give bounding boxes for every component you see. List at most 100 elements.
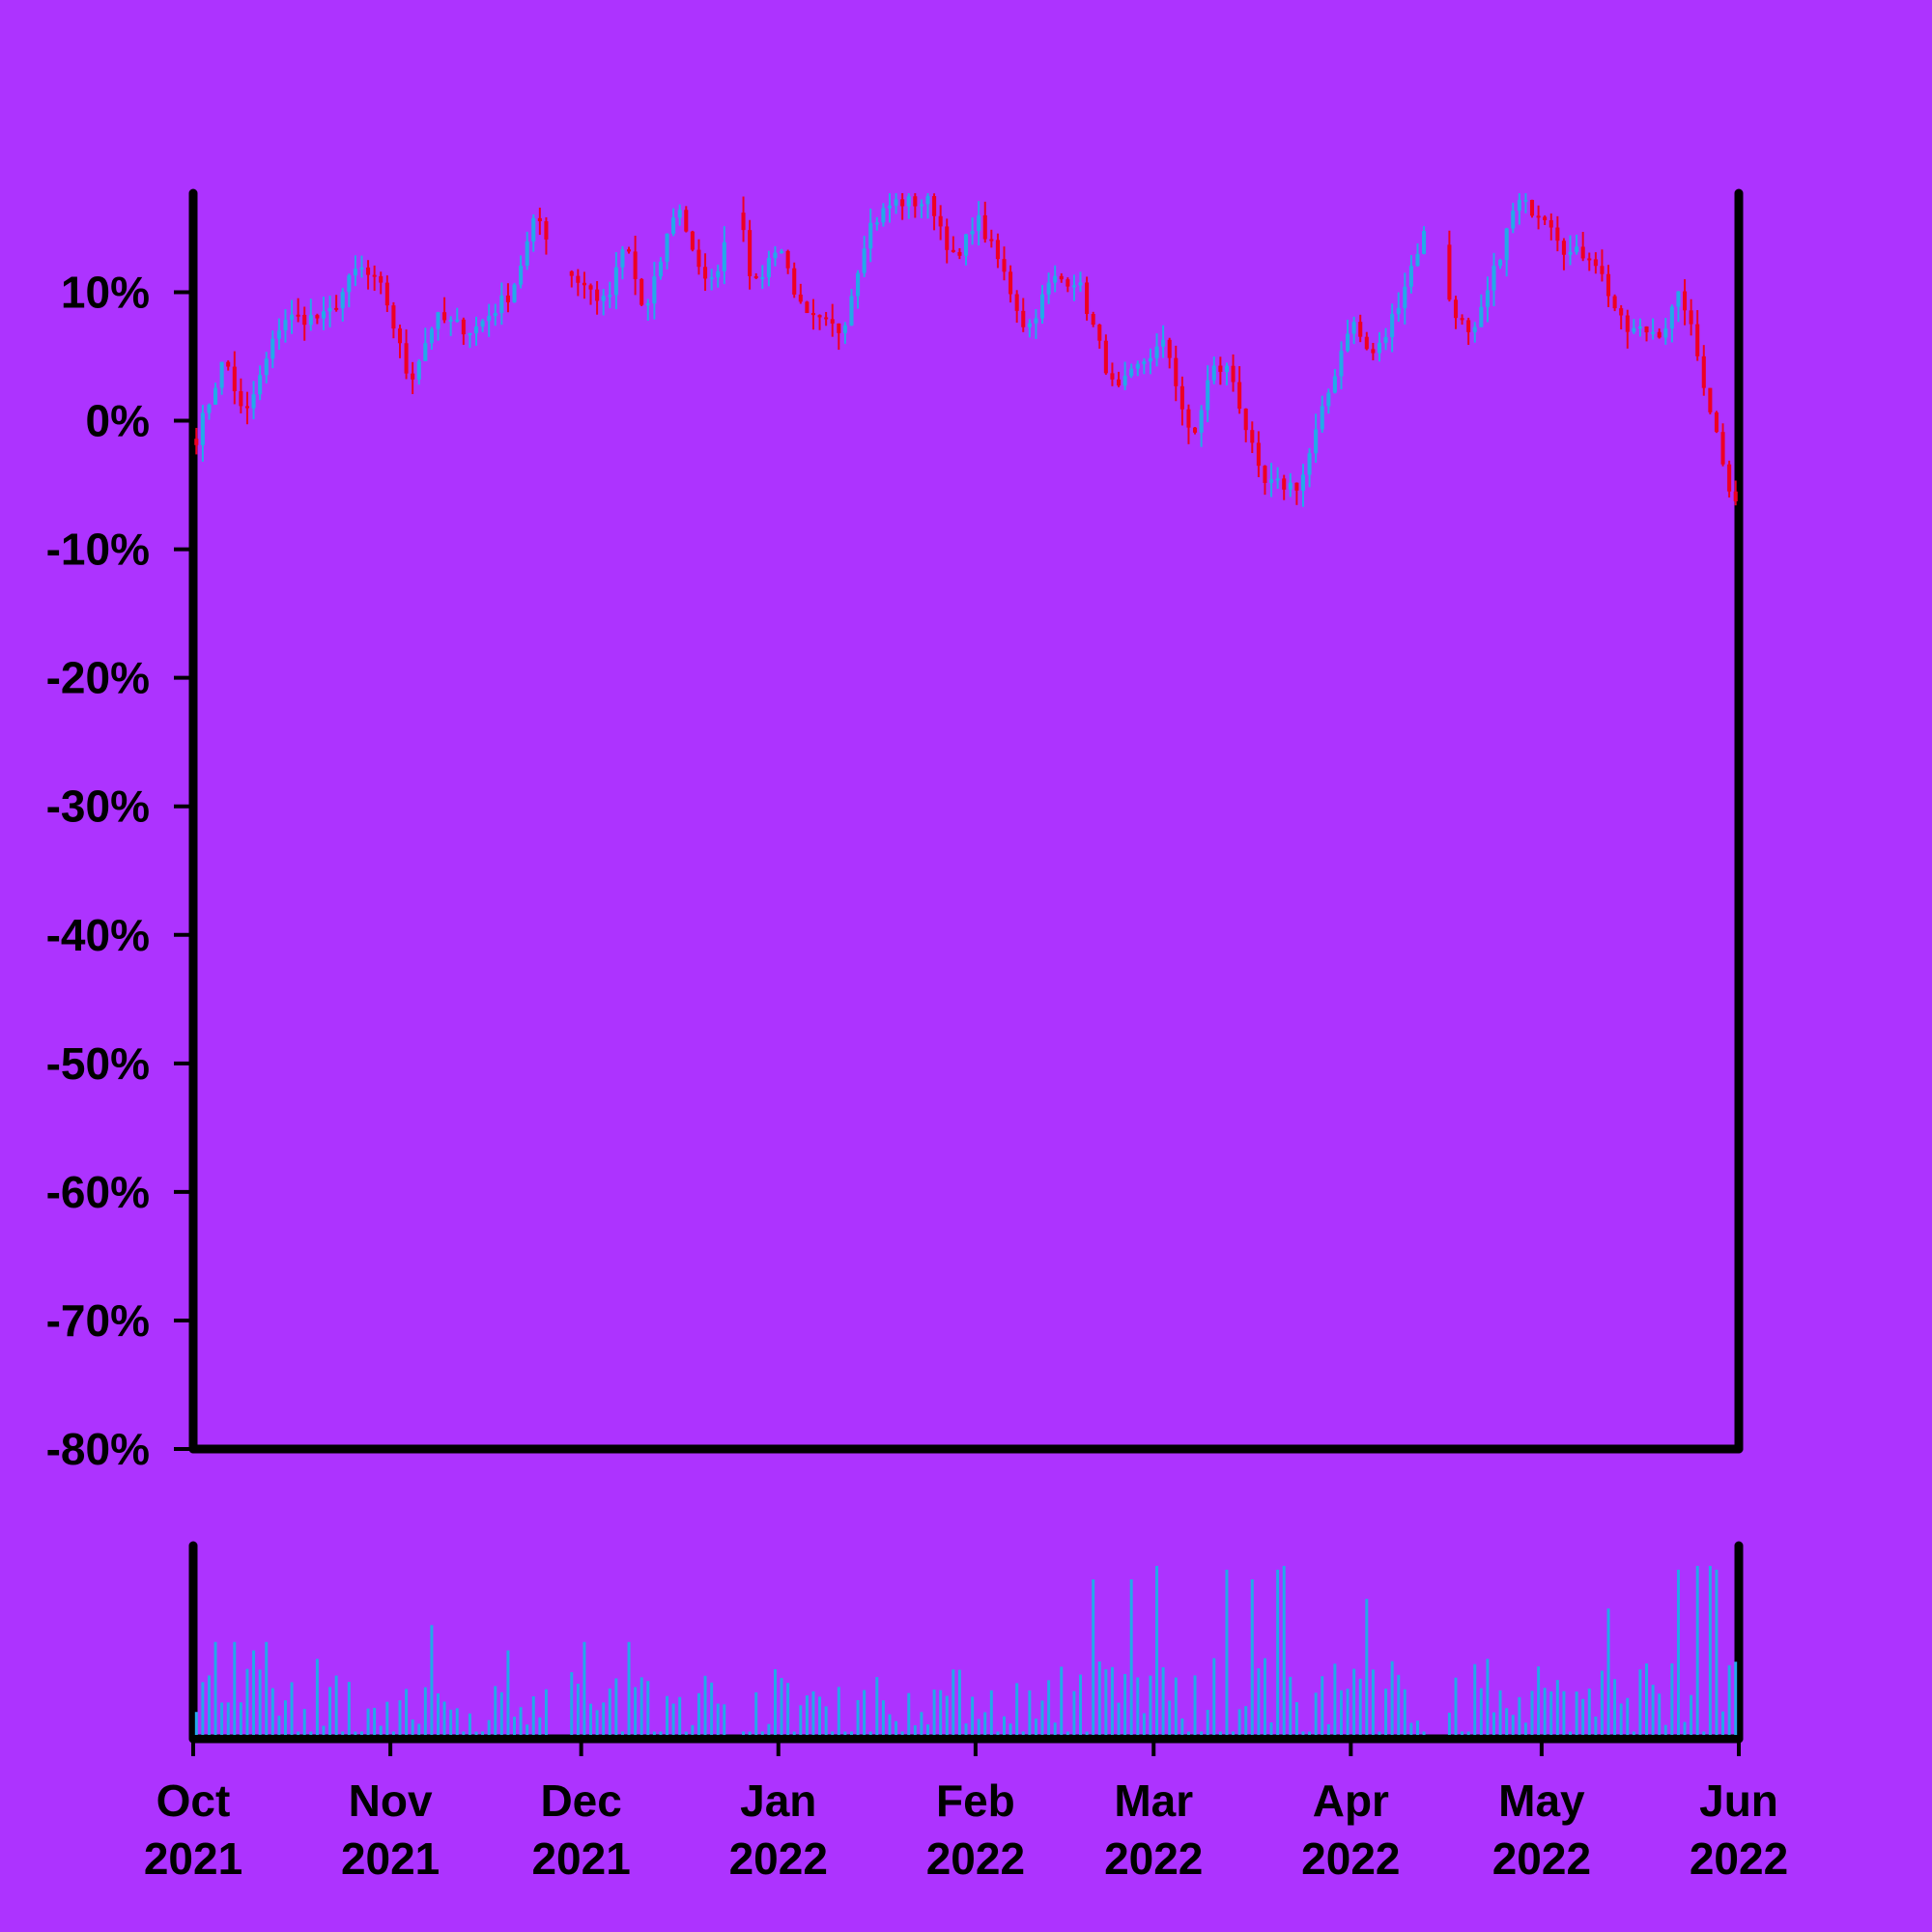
- candle-body: [1472, 327, 1477, 332]
- candle-body: [1199, 410, 1204, 433]
- candle-body: [1339, 351, 1344, 377]
- candle-body: [1332, 376, 1337, 393]
- volume-bar: [1530, 1690, 1534, 1735]
- volume-bar: [220, 1702, 224, 1735]
- candle-body: [830, 319, 835, 324]
- candle-body: [1689, 310, 1693, 325]
- volume-bar: [646, 1681, 650, 1735]
- candle-body: [1403, 286, 1407, 308]
- candle-body: [1320, 406, 1324, 430]
- candle-body: [1408, 266, 1413, 287]
- volume-bar: [595, 1710, 599, 1735]
- volume-bar: [277, 1716, 281, 1735]
- candle-body: [391, 305, 396, 329]
- candle-body: [276, 330, 281, 339]
- candle-body: [576, 275, 581, 283]
- volume-bar: [309, 1731, 313, 1735]
- volume-bar: [1632, 1731, 1635, 1735]
- candle-body: [1002, 259, 1007, 272]
- candle-body: [442, 312, 447, 321]
- candle-body: [677, 210, 682, 218]
- candle-body: [722, 242, 726, 271]
- candle-body: [925, 196, 930, 205]
- volume-bar: [1047, 1680, 1051, 1735]
- candle-body: [290, 314, 295, 321]
- candle-body: [1657, 331, 1662, 338]
- volume-bar: [926, 1724, 929, 1735]
- volume-bar: [270, 1688, 274, 1735]
- candle-body: [1078, 282, 1083, 286]
- volume-bar: [1397, 1674, 1401, 1735]
- volume-bar: [1092, 1579, 1095, 1735]
- volume-bar: [1416, 1720, 1419, 1735]
- volume-bar: [1276, 1569, 1280, 1735]
- volume-bar: [1676, 1569, 1680, 1735]
- candle-body: [1263, 466, 1267, 483]
- candle-body: [239, 390, 243, 407]
- volume-bar: [315, 1659, 319, 1735]
- volume-bar: [1225, 1569, 1229, 1735]
- candle-body: [913, 196, 918, 207]
- volume-bar: [474, 1731, 478, 1735]
- candle-body: [1523, 199, 1528, 202]
- volume-bar: [1365, 1599, 1369, 1735]
- candle-body: [690, 231, 695, 250]
- candle-body: [1492, 266, 1496, 291]
- volume-bar: [1581, 1698, 1585, 1735]
- candle-body: [194, 439, 199, 445]
- x-tick-month: Mar: [1114, 1776, 1193, 1826]
- candle-body: [1733, 491, 1738, 501]
- volume-bar: [283, 1700, 287, 1735]
- volume-bar: [888, 1714, 892, 1735]
- volume-bar: [1244, 1706, 1248, 1735]
- candle-body: [1377, 342, 1382, 354]
- volume-bar: [328, 1687, 332, 1735]
- candle-body: [716, 270, 721, 278]
- volume-bar: [258, 1669, 262, 1735]
- x-tick-month: Nov: [349, 1776, 433, 1826]
- candle-body: [977, 214, 981, 232]
- candle-body: [569, 270, 574, 276]
- volume-bar: [347, 1682, 351, 1735]
- volume-bar: [1498, 1690, 1502, 1735]
- candle-body: [810, 313, 816, 316]
- candle-body: [1460, 318, 1464, 321]
- candle-body: [1243, 409, 1248, 431]
- volume-bar: [468, 1713, 471, 1735]
- volume-bar: [989, 1690, 993, 1735]
- volume-bar: [1104, 1669, 1108, 1735]
- volume-bar: [1606, 1608, 1610, 1735]
- candle-body: [1179, 385, 1184, 410]
- candle-body: [493, 312, 497, 316]
- volume-bar: [792, 1731, 796, 1735]
- candle-body: [588, 285, 593, 290]
- volume-bar: [366, 1708, 370, 1735]
- candle-body: [353, 269, 357, 276]
- volume-bar: [780, 1678, 783, 1735]
- candle-body: [785, 250, 790, 269]
- candle-body: [379, 275, 384, 283]
- candle-body: [1600, 266, 1605, 274]
- candle-body: [1039, 294, 1045, 319]
- volume-bar: [920, 1712, 923, 1735]
- volume-bar: [1562, 1690, 1566, 1735]
- volume-bar: [1009, 1723, 1012, 1735]
- x-tick-year: 2022: [729, 1833, 828, 1884]
- candle-body: [1059, 275, 1064, 280]
- volume-bar: [1237, 1709, 1241, 1735]
- volume-bar: [1575, 1691, 1578, 1735]
- volume-bar: [831, 1731, 835, 1735]
- volume-bar: [1505, 1708, 1509, 1735]
- candle-body: [1174, 357, 1179, 386]
- volume-bar: [1511, 1715, 1515, 1735]
- volume-bar: [602, 1702, 606, 1735]
- volume-bar: [373, 1707, 377, 1735]
- volume-bar: [977, 1719, 980, 1735]
- candle-body: [1206, 380, 1210, 411]
- volume-bar: [1358, 1678, 1362, 1735]
- candle-body: [525, 241, 529, 267]
- candle-body: [397, 328, 403, 344]
- volume-bar: [1371, 1669, 1375, 1735]
- volume-bar: [513, 1717, 516, 1735]
